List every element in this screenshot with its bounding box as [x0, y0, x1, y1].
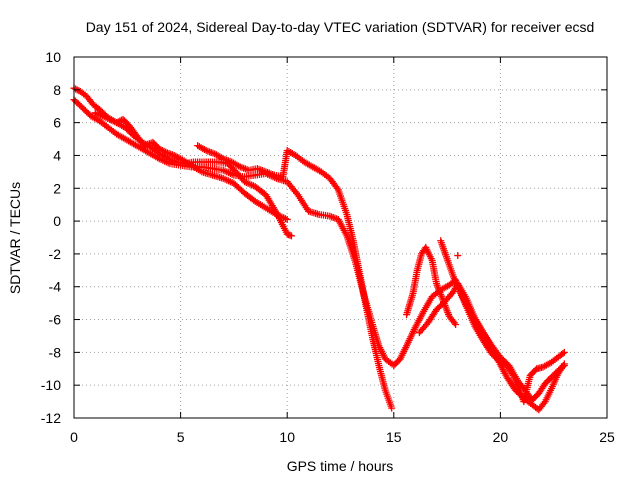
x-tick-label: 20 — [493, 429, 509, 445]
data-points — [70, 84, 568, 414]
data-point — [388, 404, 396, 412]
y-tick-label: 2 — [53, 180, 61, 196]
data-point — [113, 119, 121, 127]
tick-labels: 0 5 10 15 20 25 -12 -10 -8 -6 -4 -2 0 2 4 6 8 10 — [41, 49, 615, 445]
series-track-f — [415, 252, 568, 404]
x-tick-label: 10 — [279, 429, 295, 445]
y-tick-label: -10 — [41, 377, 61, 393]
y-tick-label: -8 — [49, 344, 62, 360]
plot-frame — [73, 56, 608, 419]
series-track-c — [91, 109, 291, 223]
y-tick-label: -4 — [49, 279, 62, 295]
data-point — [114, 118, 122, 126]
data-point — [283, 215, 291, 223]
y-tick-label: 4 — [53, 147, 61, 163]
data-point — [170, 151, 178, 159]
data-point — [454, 252, 462, 260]
data-point — [559, 349, 567, 357]
x-axis-label: GPS time / hours — [287, 458, 394, 474]
data-point — [560, 361, 568, 369]
y-tick-label: 10 — [45, 49, 61, 65]
data-point — [160, 147, 168, 155]
data-point — [450, 319, 458, 327]
y-tick-label: 6 — [53, 115, 61, 131]
data-point — [452, 320, 460, 328]
data-point — [72, 85, 80, 93]
data-point — [333, 184, 341, 192]
y-axis-label: SDTVAR / TECUs — [7, 182, 23, 294]
x-tick-label: 15 — [386, 429, 402, 445]
chart-title: Day 151 of 2024, Sidereal Day-to-day VTE… — [86, 19, 595, 35]
y-tick-label: 8 — [53, 82, 61, 98]
y-tick-label: -6 — [49, 312, 62, 328]
data-point — [155, 145, 163, 153]
series-track-d — [194, 142, 396, 412]
x-tick-label: 0 — [70, 429, 78, 445]
data-point — [172, 152, 180, 160]
y-tick-label: -2 — [49, 246, 62, 262]
data-point — [157, 146, 165, 154]
data-point — [158, 147, 166, 155]
data-point — [173, 153, 181, 161]
y-tick-label: -12 — [41, 410, 61, 426]
axis-ticks — [73, 56, 608, 419]
x-tick-label: 25 — [599, 429, 615, 445]
data-point — [287, 232, 295, 240]
data-point — [540, 399, 548, 407]
data-point — [560, 348, 568, 356]
x-tick-label: 5 — [177, 429, 185, 445]
data-point — [559, 363, 567, 371]
y-tick-label: 0 — [53, 213, 61, 229]
